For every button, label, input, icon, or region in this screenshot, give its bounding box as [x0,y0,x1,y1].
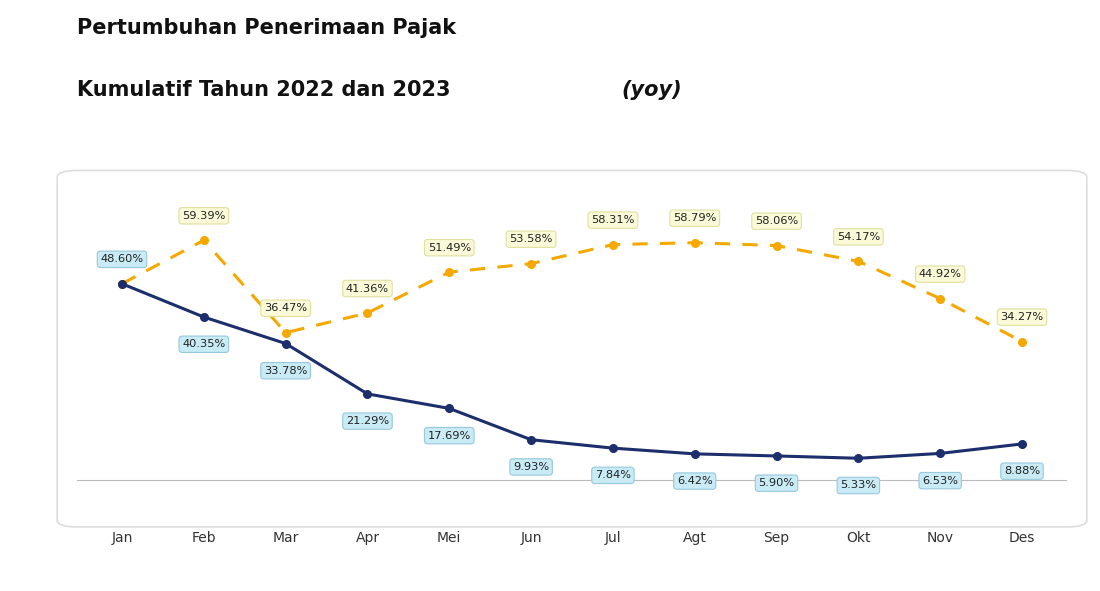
Text: 34.27%: 34.27% [1000,312,1044,322]
Text: 53.58%: 53.58% [509,234,553,244]
Text: 5.33%: 5.33% [840,480,877,491]
2023 [361,390,374,397]
Legend: 2022, 2023: 2022, 2023 [482,584,662,591]
2023 [442,405,455,412]
Text: 36.47%: 36.47% [264,303,307,313]
Line: 2023: 2023 [118,280,1026,462]
Text: 33.78%: 33.78% [264,366,307,376]
Text: 59.39%: 59.39% [183,211,226,221]
2022 [934,295,947,302]
2023 [525,436,538,443]
2022 [770,242,783,249]
Text: 8.88%: 8.88% [1004,466,1041,476]
Text: 58.06%: 58.06% [755,216,799,226]
Text: 5.90%: 5.90% [759,478,794,488]
2023 [197,313,210,320]
Text: (yoy): (yoy) [621,80,682,100]
Text: 40.35%: 40.35% [183,339,226,349]
Text: 58.79%: 58.79% [673,213,716,223]
Text: 58.31%: 58.31% [591,215,635,225]
2023 [1015,440,1028,447]
2023 [689,450,702,457]
Text: 21.29%: 21.29% [345,416,389,426]
Text: 6.42%: 6.42% [676,476,713,486]
2022 [279,329,293,336]
Text: Pertumbuhan Penerimaan Pajak: Pertumbuhan Penerimaan Pajak [77,18,456,38]
Text: 44.92%: 44.92% [918,269,961,279]
2022 [197,237,210,244]
2022 [116,280,129,287]
Text: 7.84%: 7.84% [595,470,631,480]
Text: 54.17%: 54.17% [837,232,880,242]
2022 [1015,338,1028,345]
Text: 17.69%: 17.69% [428,431,471,441]
2022 [689,239,702,246]
Text: 6.53%: 6.53% [922,476,958,486]
2023 [279,340,293,347]
2023 [934,450,947,457]
Text: 48.60%: 48.60% [100,254,144,264]
FancyBboxPatch shape [57,170,1087,527]
2023 [851,454,865,462]
2022 [442,268,455,275]
Line: 2022: 2022 [118,236,1026,345]
2022 [851,258,865,265]
Text: 41.36%: 41.36% [345,284,389,294]
2023 [116,280,129,287]
2022 [606,241,619,248]
Text: 9.93%: 9.93% [513,462,549,472]
2023 [770,453,783,460]
2023 [606,444,619,452]
2022 [525,260,538,267]
Text: 51.49%: 51.49% [428,243,471,253]
2022 [361,310,374,317]
Text: Kumulatif Tahun 2022 dan 2023: Kumulatif Tahun 2022 dan 2023 [77,80,458,100]
